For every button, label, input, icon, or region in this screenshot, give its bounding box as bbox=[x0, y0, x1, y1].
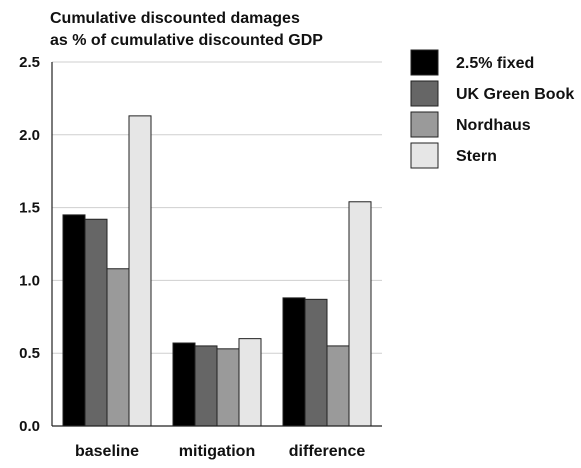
legend: 2.5% fixed UK Green Book Nordhaus Stern bbox=[410, 49, 574, 169]
legend-label: 2.5% fixed bbox=[456, 55, 534, 72]
legend-label: Stern bbox=[456, 148, 497, 165]
bar-mitigation-2 bbox=[216, 348, 240, 427]
bar-baseline-0 bbox=[62, 214, 86, 427]
y-tick-label: 1.5 bbox=[19, 200, 40, 217]
y-tick-label: 0.5 bbox=[19, 345, 40, 362]
chart-title: Cumulative discounted damages bbox=[50, 10, 300, 27]
bar-difference-3 bbox=[348, 201, 372, 427]
y-tick-label: 0.0 bbox=[19, 418, 40, 435]
bar-baseline-3 bbox=[128, 115, 152, 427]
legend-swatch bbox=[410, 49, 439, 76]
y-tick-label: 1.0 bbox=[19, 272, 40, 289]
x-category-label: difference bbox=[289, 443, 366, 460]
x-category-label: baseline bbox=[75, 443, 139, 460]
legend-label: UK Green Book bbox=[456, 86, 574, 103]
bar-difference-2 bbox=[326, 345, 350, 427]
bar-baseline-2 bbox=[106, 268, 130, 427]
bar-difference-0 bbox=[282, 297, 306, 427]
y-tick-label: 2.5 bbox=[19, 54, 40, 71]
bar-mitigation-1 bbox=[194, 345, 218, 427]
legend-swatch bbox=[410, 142, 439, 169]
legend-label: Nordhaus bbox=[456, 117, 531, 134]
legend-swatch bbox=[410, 111, 439, 138]
x-category-label: mitigation bbox=[179, 443, 255, 460]
y-tick-label: 2.0 bbox=[19, 127, 40, 144]
bar-difference-1 bbox=[304, 298, 328, 427]
bars bbox=[62, 115, 372, 427]
legend-swatch bbox=[410, 80, 439, 107]
y-axis: 0.0 0.5 1.0 1.5 2.0 2.5 bbox=[19, 54, 53, 435]
bar-baseline-1 bbox=[84, 218, 108, 427]
bar-mitigation-3 bbox=[238, 338, 262, 427]
bar-mitigation-0 bbox=[172, 342, 196, 427]
chart-subtitle: as % of cumulative discounted GDP bbox=[50, 32, 323, 49]
x-axis: baseline mitigation difference bbox=[52, 425, 382, 460]
